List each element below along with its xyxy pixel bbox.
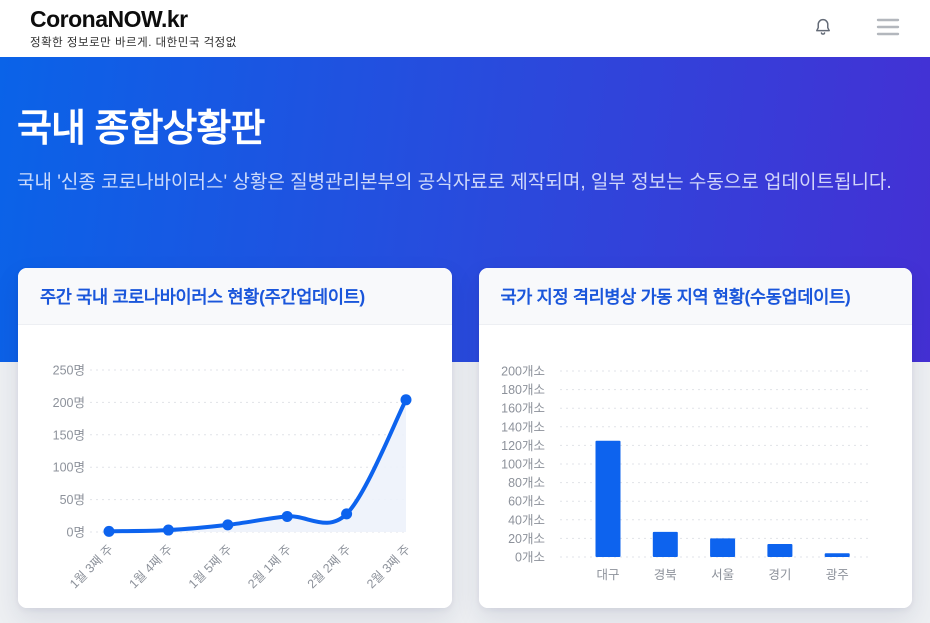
svg-text:200개소: 200개소 <box>501 365 545 379</box>
svg-text:0명: 0명 <box>67 526 85 540</box>
dashboard-cards: 주간 국내 코로나바이러스 현황(주간업데이트) 0명 50명 100명 150명 20… <box>0 268 930 608</box>
weekly-status-card-body: 0명 50명 100명 150명 200명 250명 1월 3째 주 1월 4째 주 1월 5째… <box>18 325 452 608</box>
isolation-beds-card-header: 국가 지정 격리병상 가동 지역 현황(수동업데이트) <box>478 268 912 325</box>
svg-text:80개소: 80개소 <box>508 476 545 490</box>
svg-text:광주: 광주 <box>825 568 848 582</box>
page-title: 국내 종합상황판 <box>17 108 265 150</box>
svg-text:0개소: 0개소 <box>515 551 545 565</box>
svg-text:서울: 서울 <box>711 568 734 582</box>
svg-text:100개소: 100개소 <box>501 458 545 472</box>
svg-text:2월 1째 주: 2월 1째 주 <box>245 542 294 591</box>
svg-text:150명: 150명 <box>53 428 85 442</box>
svg-text:40개소: 40개소 <box>508 513 545 527</box>
svg-text:160개소: 160개소 <box>501 402 545 416</box>
svg-text:60개소: 60개소 <box>508 495 545 509</box>
hamburger-menu-icon <box>876 18 900 39</box>
isolation-beds-card-body: 0개소 20개소 40개소 60개소 80개소 100개소 120개소 140개소 160개소 1… <box>478 325 912 608</box>
logo-tagline: 정확한 정보로만 바르게. 대한민국 걱정없 <box>30 37 237 50</box>
svg-text:1월 4째 주: 1월 4째 주 <box>126 542 175 591</box>
page-subtitle: 국내 '신종 코로나바이러스' 상황은 질병관리본부의 공식자료로 제작되며, … <box>17 172 892 193</box>
weekly-status-card-title: 주간 국내 코로나바이러스 현황(주간업데이트) <box>40 286 365 307</box>
isolation-beds-card: 국가 지정 격리병상 가동 지역 현황(수동업데이트) 0개소 20개소 40개소 6… <box>478 268 912 608</box>
logo-text: CoronaNOW.kr <box>30 5 188 32</box>
svg-text:50명: 50명 <box>60 493 85 507</box>
svg-text:1월 3째 주: 1월 3째 주 <box>67 542 116 591</box>
svg-text:경북: 경북 <box>653 568 676 582</box>
weekly-status-card: 주간 국내 코로나바이러스 현황(주간업데이트) 0명 50명 100명 150명 20… <box>18 268 452 608</box>
svg-text:2월 2째 주: 2월 2째 주 <box>305 542 354 591</box>
svg-text:140개소: 140개소 <box>501 420 545 434</box>
weekly-line-chart: 0명 50명 100명 150명 200명 250명 1월 3째 주 1월 4째 주 1월 5째… <box>53 364 413 592</box>
svg-text:250명: 250명 <box>53 364 85 378</box>
notification-button[interactable] <box>808 12 838 45</box>
svg-text:2월 3째 주: 2월 3째 주 <box>364 542 413 591</box>
weekly-status-card-header: 주간 국내 코로나바이러스 현황(주간업데이트) <box>18 268 452 325</box>
isolation-beds-card-title: 국가 지정 격리병상 가동 지역 현황(수동업데이트) <box>500 286 851 307</box>
svg-text:180개소: 180개소 <box>501 383 545 397</box>
svg-text:1월 5째 주: 1월 5째 주 <box>186 542 235 591</box>
svg-text:20개소: 20개소 <box>508 532 545 546</box>
svg-text:경기: 경기 <box>768 568 791 582</box>
svg-text:대구: 대구 <box>596 568 619 582</box>
region-bar-chart: 0개소 20개소 40개소 60개소 80개소 100개소 120개소 140개소 160개소 1… <box>501 365 868 582</box>
svg-text:100명: 100명 <box>53 461 85 475</box>
logo[interactable]: CoronaNOW.kr 정확한 정보로만 바르게. 대한민국 걱정없 <box>30 5 237 50</box>
svg-text:120개소: 120개소 <box>501 439 545 453</box>
bell-icon <box>812 16 834 41</box>
app-header: CoronaNOW.kr 정확한 정보로만 바르게. 대한민국 걱정없 <box>0 0 930 57</box>
svg-text:200명: 200명 <box>53 396 85 410</box>
menu-button[interactable] <box>872 14 904 43</box>
header-actions <box>808 12 904 45</box>
